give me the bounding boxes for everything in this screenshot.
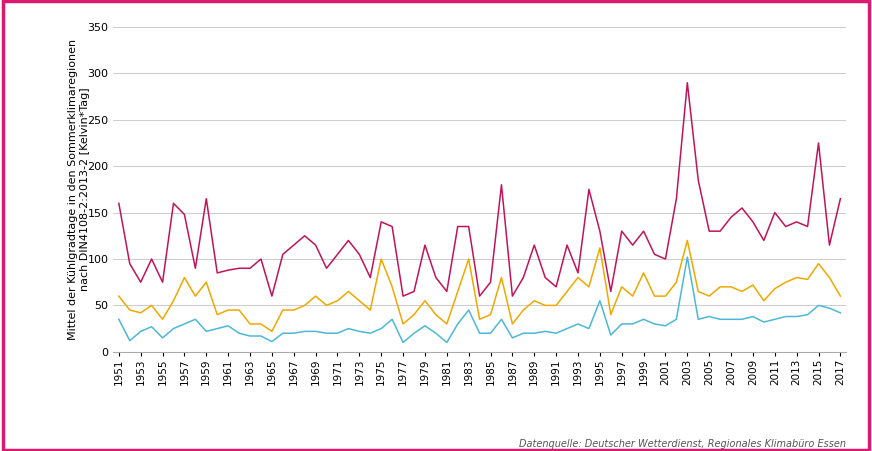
- Y-axis label: Mittel der Kühlgradtage in den Sommerklimaregionen
nach DIN4108-2:2013-2 [Kelvin: Mittel der Kühlgradtage in den Sommerkli…: [68, 39, 90, 340]
- Text: Datenquelle: Deutscher Wetterdienst, Regionales Klimabüro Essen: Datenquelle: Deutscher Wetterdienst, Reg…: [519, 439, 846, 449]
